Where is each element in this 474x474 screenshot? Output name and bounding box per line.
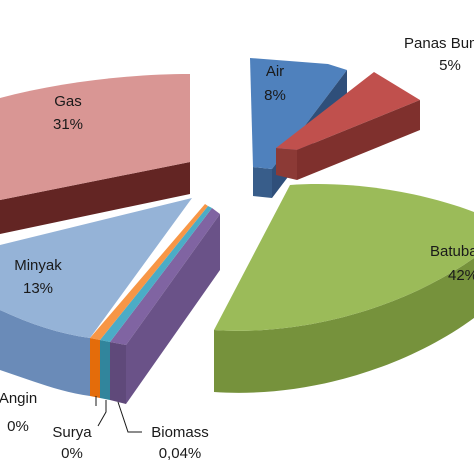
label-biomass-name: Biomass <box>151 424 209 441</box>
slice-panas-bumi-face <box>276 72 420 150</box>
label-surya-value: 0% <box>61 445 83 462</box>
slice-minyak-face <box>0 198 192 338</box>
slice-gas-face <box>0 74 190 200</box>
label-angin-value: 0% <box>7 418 29 435</box>
slice-panas-bumi <box>276 72 420 180</box>
slice-minyak-side <box>0 310 90 396</box>
leader-line-surya <box>97 400 107 427</box>
slice-biomass <box>110 208 220 404</box>
label-minyak-name: Minyak <box>14 257 62 274</box>
slice-gas-side <box>0 162 190 234</box>
slice-air-face <box>250 58 347 169</box>
label-panas-bumi-name: Panas Bumi <box>404 35 474 52</box>
slice-panas-bumi-side <box>276 148 297 180</box>
slice-minyak <box>0 198 192 396</box>
slice-panas-bumi-rim <box>297 100 420 180</box>
leader-line-biomass <box>117 401 142 433</box>
slice-biomass-rim <box>126 214 220 404</box>
slice-surya-face <box>100 206 212 342</box>
slice-angin <box>90 204 208 398</box>
label-batubara-value: 42% <box>448 267 474 284</box>
slice-angin-side <box>90 338 100 398</box>
slice-batubara-face <box>214 184 474 331</box>
label-gas-name: Gas <box>54 93 82 110</box>
label-angin-name: Angin <box>0 390 37 407</box>
slice-batubara-side <box>214 258 474 393</box>
label-surya-name: Surya <box>52 424 92 441</box>
label-gas-value: 31% <box>53 116 83 133</box>
slice-surya <box>100 206 212 400</box>
slice-batubara <box>214 184 474 393</box>
slice-air-side <box>253 167 272 198</box>
label-batubara-name: Batubara <box>430 243 474 260</box>
label-air-name: Air <box>266 63 284 80</box>
slice-biomass-face <box>110 208 220 345</box>
label-minyak-value: 13% <box>23 280 53 297</box>
slice-surya-side <box>100 340 110 400</box>
label-panas-bumi-value: 5% <box>439 57 461 74</box>
label-air-value: 8% <box>264 87 286 104</box>
slice-biomass-side <box>110 342 126 404</box>
label-biomass-value: 0,04% <box>159 445 202 462</box>
slice-angin-face <box>90 204 208 340</box>
slice-gas <box>0 74 190 234</box>
